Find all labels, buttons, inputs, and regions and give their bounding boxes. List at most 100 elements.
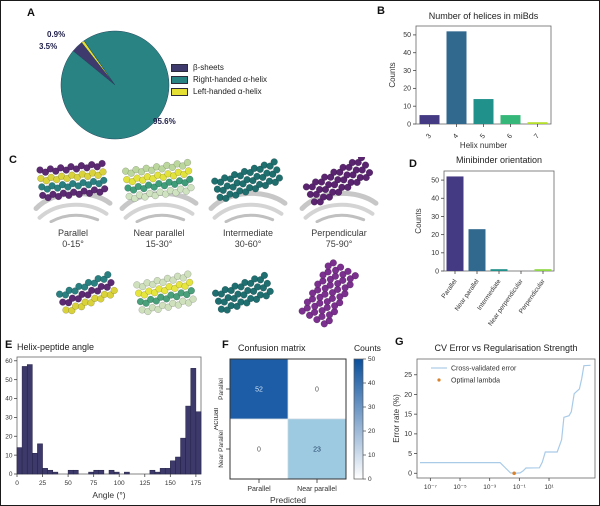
helix-coil [249,176,257,185]
helix-coil [181,282,189,290]
helix-coil [101,185,109,193]
y-tick-label: 30 [5,415,13,422]
y-axis-label: Error rate (%) [392,394,401,443]
helix-coil [187,287,195,295]
axis-frame [416,358,596,479]
y-tick-label: 10 [5,452,13,459]
x-tick-label: 100 [114,480,125,487]
helix-coil [316,293,324,301]
histogram-bar [32,452,38,475]
helix-coil [308,289,317,297]
helix-coil [179,162,187,170]
helix-coil [185,278,194,287]
histogram-bar [170,460,176,475]
helix-coil [164,303,172,311]
histogram-bar [164,468,171,475]
x-tick-label: 10¹ [544,484,554,491]
helix-coil [131,194,139,203]
helix-coil [53,175,61,184]
pie-pct-label: 0.9% [47,30,66,39]
helix-coil [186,175,194,183]
legend-dot [437,378,441,382]
helix-coil [81,283,89,291]
helix-coil [63,174,71,183]
axis-frame [16,356,202,475]
helix-coil [247,279,255,288]
bar [468,229,486,271]
helix-coil [326,275,335,283]
helix-coil [239,180,247,188]
bar [419,115,440,124]
ribbon-base [315,213,366,224]
helix-coil [325,193,334,201]
colorbar [353,358,364,480]
helix-coil [100,275,108,283]
helix-coil [159,173,167,181]
matrix-cell [229,418,289,480]
y-tick-label: Near Parallel [218,430,225,468]
helix-coil [340,176,348,184]
helix-coil [77,303,86,311]
colorbar-title: Counts [354,343,381,353]
helix-coil [236,172,245,180]
helix-coil [303,298,312,306]
legend-item: Right-handed α-helix [171,75,267,84]
helix-coil [140,184,148,193]
helix-coil [308,183,316,191]
helix-coil [273,166,281,174]
structure-group-near-parallel: Near parallel 15-30° [115,157,203,250]
helix-coil [246,168,254,177]
helix-coil [220,298,228,306]
helix-coil [107,278,115,287]
helix-coil [71,287,79,295]
helix-coil [87,299,95,307]
x-tick-label: 7 [533,133,541,141]
helix-coil [95,180,103,188]
helix-coil [44,193,52,202]
structure-group-name: Perpendicular [311,228,367,238]
helix-coil [362,173,370,182]
helix-coil [270,158,278,166]
helix-coil [275,174,284,182]
x-tick-label: 5 [479,133,487,141]
y-tick-label: 50 [5,377,13,384]
helix-coil [42,177,51,185]
helix-coil [65,191,73,200]
helix-coil [84,172,92,180]
helix-coil [226,175,235,183]
helix-coil [74,295,82,303]
x-tick-label: 25 [39,480,47,487]
x-axis-label: Helix number [460,141,507,150]
helix-coil [331,266,340,274]
histogram-bar [190,368,197,475]
helix-count-bar-chart: Number of helices in miBds 0 10 20 30 40 50 3 4 5… [388,11,552,150]
helix-coil [320,320,328,328]
matrix-cell [287,358,347,420]
pie-legend: β-sheets Right-handed α-helix Left-handed … [171,63,267,99]
helix-coil [127,169,135,177]
helix-coil [222,194,230,203]
y-tick-label: 20 [5,433,13,440]
structure-group-parallel: Parallel 0-15° [29,157,117,250]
x-tick-label: 50 [64,480,72,487]
ribbon-base [212,202,284,220]
helix-coil [75,190,83,198]
bar [446,176,464,271]
helix-coil [313,315,321,324]
bar [446,31,467,124]
cell-value: 0 [315,387,319,394]
pie-chart [60,30,170,140]
pie-slice [60,30,170,140]
ribbon-base [37,202,109,220]
helix-coil [96,188,104,196]
helix-coil [271,178,279,186]
cell-value: 23 [313,447,321,454]
histogram-bar [16,447,23,475]
legend-item: Left-handed α-helix [171,87,267,96]
y-tick-label: 25 [404,372,412,379]
helix-coil [249,287,258,295]
y-tick-label: 40 [431,196,439,203]
protein-structure [119,158,199,224]
orientation-bar-chart: Minibinder orientation 0 10 20 30 40 50 Paralle… [414,155,555,327]
histogram-bar [98,469,105,475]
